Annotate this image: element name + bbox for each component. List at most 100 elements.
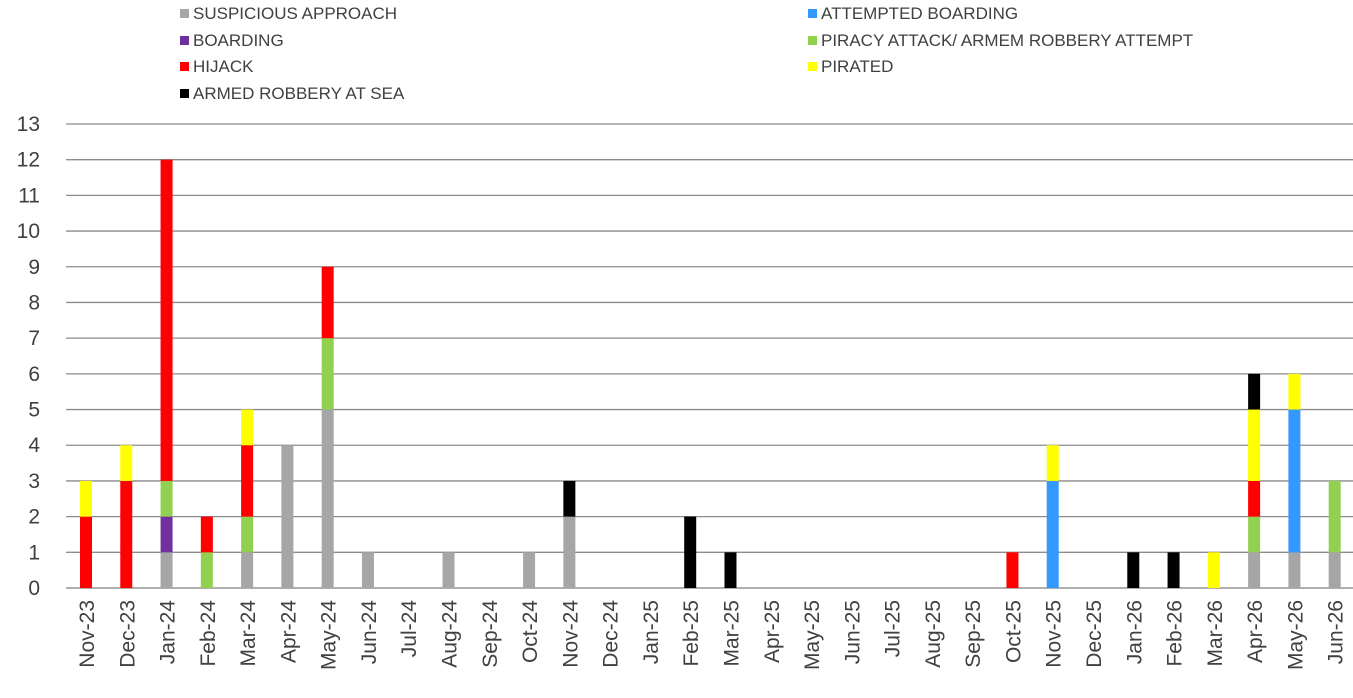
bar-segment-armed-robbery-at-sea xyxy=(563,480,576,517)
bar-segment-attempted-boarding xyxy=(1046,480,1059,588)
bar-segment-hijack xyxy=(321,266,334,339)
bar-segment-armed-robbery-at-sea xyxy=(1167,552,1180,588)
legend-swatch xyxy=(180,36,189,45)
x-tick-label: Jan-25 xyxy=(640,600,663,664)
bar-segment-hijack xyxy=(80,516,92,588)
bar-segment-hijack xyxy=(1006,552,1019,588)
bar-segment-suspicious-approach xyxy=(1288,552,1301,588)
x-tick-label: Oct-24 xyxy=(519,600,542,663)
x-tick-label: Jun-24 xyxy=(358,600,381,665)
legend-swatch xyxy=(180,9,189,18)
legend-label: ATTEMPTED BOARDING xyxy=(821,4,1018,23)
legend-label: SUSPICIOUS APPROACH xyxy=(193,4,397,23)
y-tick-label: 9 xyxy=(28,256,40,279)
x-tick-label: Jun-26 xyxy=(1325,600,1348,664)
legend-swatch xyxy=(808,36,817,45)
y-tick-label: 13 xyxy=(17,113,40,136)
bar-segment-suspicious-approach xyxy=(1328,552,1341,588)
bar-segment-pirated xyxy=(241,409,254,446)
bar-segment-piracy-attack-armem-robbery-attempt xyxy=(321,338,334,410)
legend-label: HIJACK xyxy=(193,57,254,76)
bar-segment-hijack xyxy=(200,516,213,553)
legend-swatch xyxy=(180,89,189,98)
bar-segment-armed-robbery-at-sea xyxy=(1127,552,1140,588)
x-tick-label: Sep-25 xyxy=(962,600,985,668)
x-tick-label: Sep-24 xyxy=(479,600,502,668)
bar-segment-boarding xyxy=(160,516,173,553)
legend-item-armed-robbery-at-sea: ARMED ROBBERY AT SEA xyxy=(180,84,405,103)
bar-segment-hijack xyxy=(120,480,133,588)
bar-segment-piracy-attack-armem-robbery-attempt xyxy=(200,552,213,588)
bar-segment-pirated xyxy=(1288,373,1301,410)
legend-label: PIRACY ATTACK/ ARMEM ROBBERY ATTEMPT xyxy=(821,31,1193,50)
y-tick-label: 11 xyxy=(18,184,40,207)
y-tick-label: 0 xyxy=(28,577,40,600)
y-tick-label: 10 xyxy=(17,220,40,243)
y-tick-label: 1 xyxy=(28,541,40,564)
y-tick-label: 4 xyxy=(28,434,40,457)
x-tick-label: Mar-25 xyxy=(720,600,743,667)
x-axis-ticks: Nov-23 Dec-23 Jan-24 Feb-24 Mar-24 Apr-24 May-… xyxy=(76,600,1348,670)
chart-legend: SUSPICIOUS APPROACH ATTEMPTED BOARDING BOA… xyxy=(180,4,1193,103)
x-tick-label: Jun-25 xyxy=(841,600,864,664)
bar-segment-piracy-attack-armem-robbery-attempt xyxy=(160,480,173,517)
bar-segment-pirated xyxy=(80,480,92,517)
bar-segment-pirated xyxy=(1046,445,1059,481)
legend-swatch xyxy=(180,62,189,71)
legend-item-pirated: PIRATED xyxy=(808,57,893,76)
y-tick-label: 2 xyxy=(28,506,40,529)
bar-segment-hijack xyxy=(160,159,173,481)
x-tick-label: Mar-26 xyxy=(1204,600,1227,667)
bar-segment-attempted-boarding xyxy=(1288,409,1301,553)
x-tick-label: Jul-25 xyxy=(882,600,905,657)
x-tick-label: Dec-24 xyxy=(600,600,623,668)
bar-segment-armed-robbery-at-sea xyxy=(684,516,697,588)
x-tick-label: Nov-24 xyxy=(559,600,582,668)
bar-segment-hijack xyxy=(241,445,254,517)
x-tick-label: Jan-24 xyxy=(157,600,180,665)
y-tick-label: 5 xyxy=(28,399,40,422)
bar-segment-suspicious-approach xyxy=(241,552,254,588)
legend-item-hijack: HIJACK xyxy=(180,57,254,76)
x-tick-label: Feb-24 xyxy=(197,600,220,667)
bar-segment-hijack xyxy=(1248,480,1261,517)
x-tick-label: Dec-25 xyxy=(1083,600,1106,668)
x-tick-label: Aug-24 xyxy=(439,600,462,668)
bar-segment-armed-robbery-at-sea xyxy=(1248,373,1261,410)
legend-item-suspicious-approach: SUSPICIOUS APPROACH xyxy=(180,4,397,23)
x-tick-label: Feb-25 xyxy=(680,600,703,667)
y-tick-label: 3 xyxy=(28,470,40,493)
bar-segment-suspicious-approach xyxy=(442,552,455,588)
x-tick-label: Jan-26 xyxy=(1123,600,1146,664)
legend-swatch xyxy=(808,9,817,18)
bar-segment-suspicious-approach xyxy=(160,552,173,588)
x-tick-label: May-26 xyxy=(1284,600,1307,670)
x-tick-label: Apr-24 xyxy=(277,600,300,663)
x-tick-label: Nov-23 xyxy=(76,600,99,668)
legend-label: BOARDING xyxy=(193,31,284,50)
bar-segment-armed-robbery-at-sea xyxy=(724,552,737,588)
bar-segment-piracy-attack-armem-robbery-attempt xyxy=(1248,516,1261,553)
x-tick-label: Dec-23 xyxy=(116,600,139,668)
x-tick-label: Oct-25 xyxy=(1002,600,1025,663)
bar-segment-piracy-attack-armem-robbery-attempt xyxy=(1328,480,1341,553)
legend-label: PIRATED xyxy=(821,57,893,76)
bar-segment-pirated xyxy=(120,445,133,481)
gridlines xyxy=(66,123,1353,589)
legend-label: ARMED ROBBERY AT SEA xyxy=(193,84,405,103)
x-tick-label: Aug-25 xyxy=(922,600,945,668)
bar-segment-suspicious-approach xyxy=(281,445,294,588)
bar-segment-piracy-attack-armem-robbery-attempt xyxy=(241,516,254,553)
y-tick-label: 6 xyxy=(28,363,40,386)
bar-segment-suspicious-approach xyxy=(523,552,536,588)
x-tick-label: May-24 xyxy=(318,600,341,670)
bar-segment-suspicious-approach xyxy=(1248,552,1261,588)
x-tick-label: Nov-25 xyxy=(1043,600,1066,668)
y-tick-label: 12 xyxy=(17,149,40,172)
bar-segment-suspicious-approach xyxy=(321,409,334,588)
y-tick-label: 7 xyxy=(28,327,40,350)
legend-swatch xyxy=(808,62,817,71)
bars xyxy=(80,159,1341,588)
